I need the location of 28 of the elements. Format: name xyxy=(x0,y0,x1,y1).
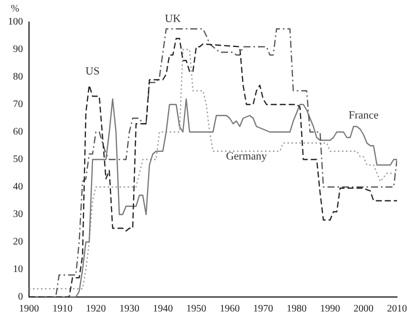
x-tick-label: 1920 xyxy=(86,304,106,315)
y-tick-label: 20 xyxy=(13,236,23,248)
y-tick-label: 100 xyxy=(8,16,23,28)
x-tick-label: 1990 xyxy=(320,304,340,315)
y-tick-label: 60 xyxy=(13,126,23,138)
x-tick-label: 2010 xyxy=(387,304,407,315)
y-axis-title: % xyxy=(10,4,20,15)
y-tick-label: 50 xyxy=(13,154,23,166)
y-tick-label: 10 xyxy=(13,264,23,276)
series-label: UK xyxy=(164,13,181,26)
x-tick-label: 1930 xyxy=(119,304,140,315)
series-label: Germany xyxy=(226,150,268,163)
y-tick-label: 30 xyxy=(13,209,23,220)
x-tick-label: 1940 xyxy=(152,304,173,315)
series-label: US xyxy=(86,65,100,78)
x-tick-label: 1950 xyxy=(186,304,206,315)
x-tick-label: 1910 xyxy=(52,304,72,315)
series-label: France xyxy=(348,109,379,122)
x-tick-label: 1900 xyxy=(19,304,39,315)
x-tick-label: 2000 xyxy=(354,304,374,315)
y-tick-label: 90 xyxy=(13,44,23,56)
y-tick-label: 40 xyxy=(13,182,23,193)
y-tick-label: 70 xyxy=(13,99,23,110)
y-tick-label: 80 xyxy=(13,72,23,83)
x-tick-label: 1970 xyxy=(253,304,274,315)
x-tick-label: 1960 xyxy=(220,304,240,315)
x-tick-label: 1980 xyxy=(286,304,307,315)
y-tick-label: 0 xyxy=(18,292,23,303)
